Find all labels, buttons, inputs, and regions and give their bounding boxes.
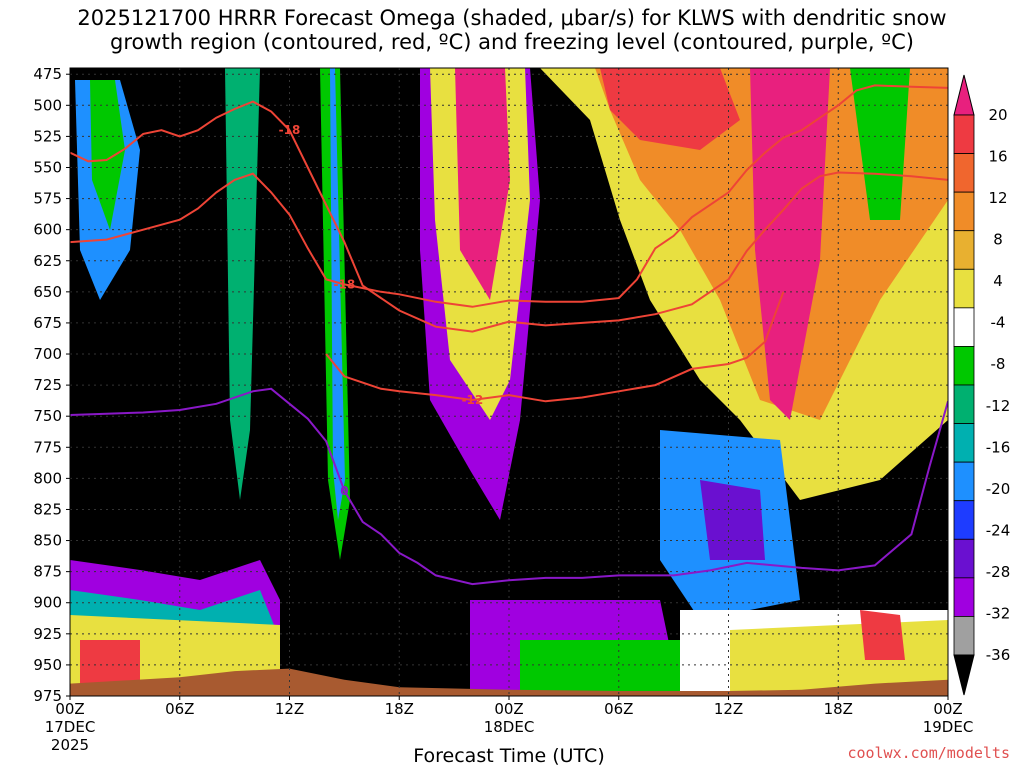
y-tick-label: 750: [33, 407, 62, 425]
contour-line: [70, 84, 948, 308]
x-tick-label: 00Z: [933, 700, 962, 718]
shade-blob: [520, 640, 700, 696]
contour-line: [70, 387, 948, 586]
colorbar-segment: [953, 616, 975, 656]
y-tick-label: 775: [33, 438, 62, 456]
contour-line: [70, 100, 948, 333]
colorbar-label: -8: [991, 355, 1006, 373]
colorbar-label: 20: [988, 106, 1007, 124]
y-tick-label: 675: [33, 314, 62, 332]
y-tick-label: 525: [33, 127, 62, 145]
contour-label: 0: [340, 484, 348, 498]
colorbar-label: -16: [986, 438, 1011, 456]
colorbar-label: -32: [986, 604, 1011, 622]
y-tick-label: 700: [33, 345, 62, 363]
colorbar-segment: [953, 346, 975, 386]
shade-blob: [225, 68, 260, 500]
colorbar-label: 8: [993, 231, 1003, 249]
y-tick-label: 975: [33, 687, 62, 705]
y-tick-label: 875: [33, 563, 62, 581]
colorbar-label: -20: [986, 480, 1011, 498]
contour-label: -18: [279, 123, 301, 137]
y-tick-label: 500: [33, 96, 62, 114]
colorbar-label: -28: [986, 563, 1011, 581]
y-tick-label: 800: [33, 469, 62, 487]
colorbar-segment: [953, 384, 975, 424]
y-axis: 475 500 525 550 575 600 625 650 675 700 725 750 775 8…: [33, 65, 70, 705]
colorbar-label: -12: [986, 397, 1011, 415]
contour-line: [325, 291, 785, 403]
grid: [70, 68, 948, 696]
colorbar-segment: [953, 461, 975, 502]
x-tick-label: 18Z: [824, 700, 853, 718]
contours: -18 -18 -12 0: [70, 84, 948, 586]
y-tick-label: 625: [33, 252, 62, 270]
x-tick-label: 06Z: [604, 700, 633, 718]
y-tick-label: 550: [33, 158, 62, 176]
x-date-label: 2025: [51, 736, 89, 754]
x-tick-label: 18Z: [385, 700, 414, 718]
y-tick-label: 600: [33, 221, 62, 239]
colorbar-segment: [953, 191, 975, 232]
y-tick-label: 575: [33, 190, 62, 208]
y-tick-label: 850: [33, 532, 62, 550]
x-tick-label: 00Z: [55, 700, 84, 718]
y-tick-label: 650: [33, 283, 62, 301]
shade-blob: [860, 610, 905, 660]
plot-area: -18 -18 -12 0: [70, 68, 948, 696]
x-tick-label: 12Z: [714, 700, 743, 718]
x-date-label: 18DEC: [484, 718, 535, 736]
colorbar-segment: [953, 230, 975, 270]
colorbar: 20 16 12 8 4 -4 -8 -12 -16 -20 -24 -28 -32 -36: [953, 74, 1011, 696]
x-axis-label: Forecast Time (UTC): [413, 745, 604, 767]
colorbar-label: 4: [993, 272, 1003, 290]
shade-blob: [750, 68, 830, 420]
x-tick-label: 12Z: [275, 700, 304, 718]
y-tick-label: 900: [33, 594, 62, 612]
colorbar-top-arrow: [953, 74, 975, 116]
chart-title: 2025121700 HRRR Forecast Omega (shaded, …: [0, 6, 1024, 54]
contour-label: -18: [334, 277, 356, 291]
title-line-1: 2025121700 HRRR Forecast Omega (shaded, …: [77, 6, 947, 30]
colorbar-segment: [953, 307, 975, 347]
shade-blob: [90, 80, 125, 230]
shade-blob: [700, 480, 765, 560]
shade-blob: [330, 68, 345, 520]
colorbar-segment: [953, 268, 975, 309]
colorbar-label: -24: [986, 521, 1011, 539]
shade-blob: [600, 68, 740, 150]
omega-shading: [70, 68, 948, 696]
title-line-2: growth region (contoured, red, ºC) and f…: [110, 30, 914, 54]
shade-blob: [850, 68, 910, 220]
y-tick-label: 475: [33, 65, 62, 83]
colorbar-label: 12: [988, 189, 1007, 207]
x-axis: 00Z 06Z 12Z 18Z 00Z 06Z 12Z 18Z 00Z17DEC202518DE…: [45, 696, 974, 754]
credit-text: coolwx.com/modelts: [847, 744, 1010, 762]
colorbar-label: -36: [986, 646, 1011, 664]
x-tick-label: 00Z: [494, 700, 523, 718]
y-tick-label: 925: [33, 625, 62, 643]
colorbar-segment: [953, 423, 975, 463]
y-tick-label: 825: [33, 500, 62, 518]
x-date-label: 19DEC: [923, 718, 974, 736]
colorbar-segment: [953, 153, 975, 193]
shade-blob: [455, 68, 510, 300]
contour-label: -12: [462, 393, 484, 407]
colorbar-segment: [953, 500, 975, 540]
y-tick-label: 725: [33, 376, 62, 394]
x-tick-label: 06Z: [165, 700, 194, 718]
colorbar-segment: [953, 114, 975, 154]
colorbar-bottom-arrow: [953, 654, 975, 696]
colorbar-segment: [953, 577, 975, 617]
colorbar-segment: [953, 538, 975, 579]
y-tick-label: 950: [33, 656, 62, 674]
colorbar-label: 16: [988, 148, 1007, 166]
x-date-label: 17DEC: [45, 718, 96, 736]
shade-blob: [80, 640, 140, 690]
colorbar-label: -4: [991, 314, 1006, 332]
